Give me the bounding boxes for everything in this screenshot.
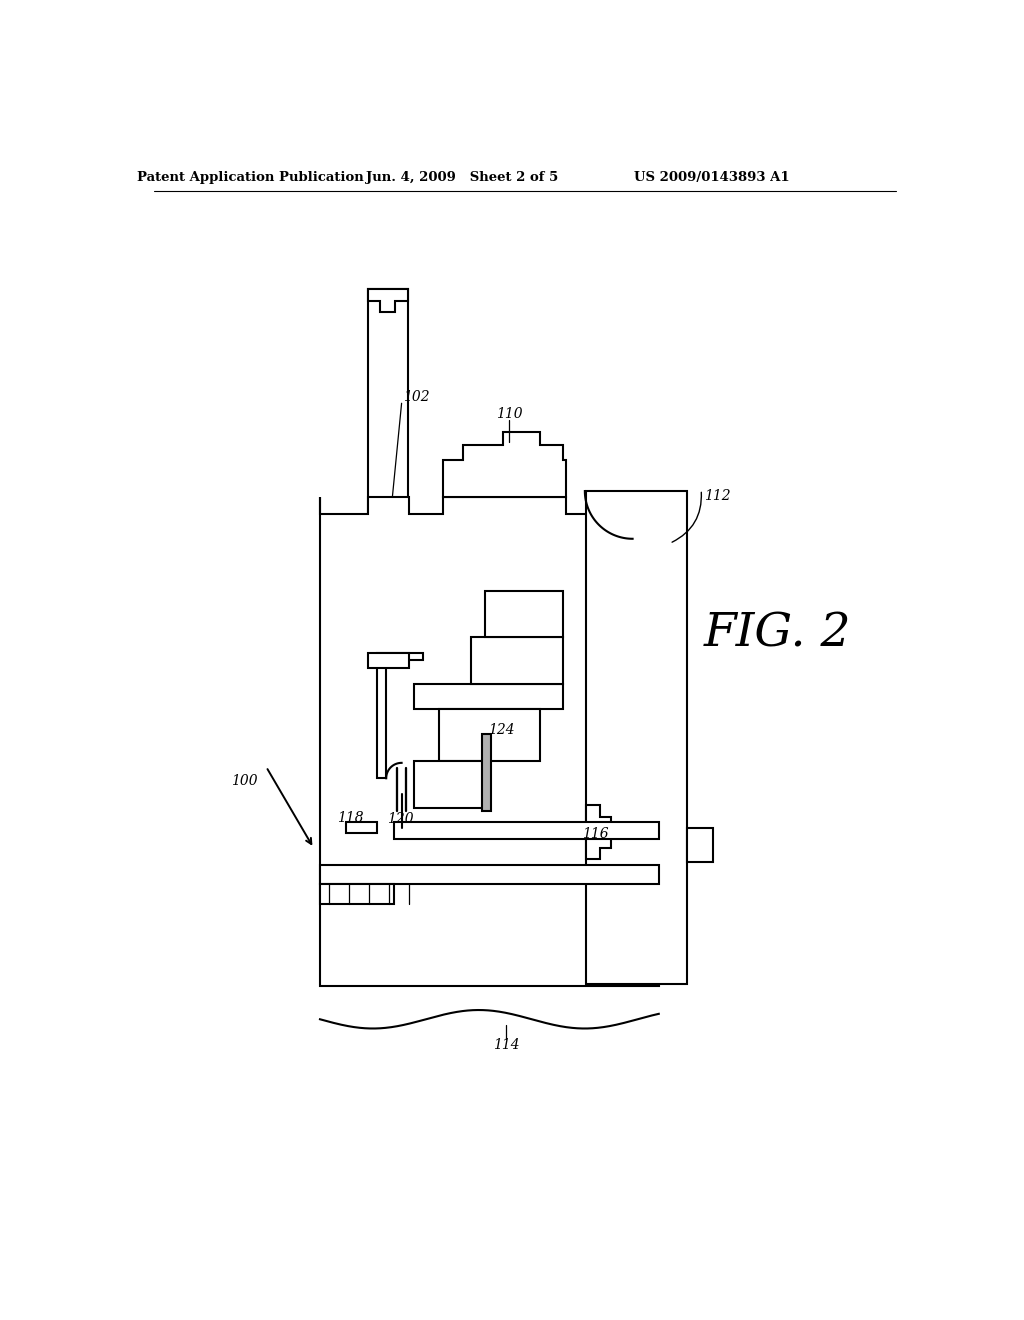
Text: 110: 110 <box>496 407 522 421</box>
Text: 116: 116 <box>582 828 608 841</box>
Bar <box>368 289 408 675</box>
Text: 102: 102 <box>403 391 430 404</box>
Text: Jun. 4, 2009   Sheet 2 of 5: Jun. 4, 2009 Sheet 2 of 5 <box>366 172 558 185</box>
Text: 112: 112 <box>705 488 731 503</box>
Polygon shape <box>319 866 658 884</box>
Bar <box>587 491 686 983</box>
Polygon shape <box>443 432 565 498</box>
Polygon shape <box>414 684 563 709</box>
Polygon shape <box>484 591 563 638</box>
Text: 118: 118 <box>338 810 365 825</box>
Text: Patent Application Publication: Patent Application Publication <box>136 172 364 185</box>
Polygon shape <box>368 289 408 313</box>
Polygon shape <box>414 760 483 808</box>
Polygon shape <box>368 653 410 668</box>
Polygon shape <box>471 638 563 684</box>
Text: 114: 114 <box>493 1039 519 1052</box>
Text: 124: 124 <box>487 723 514 737</box>
Polygon shape <box>482 734 490 812</box>
Bar <box>686 829 713 862</box>
Polygon shape <box>394 822 658 840</box>
Polygon shape <box>319 884 394 904</box>
Polygon shape <box>319 498 658 986</box>
Polygon shape <box>587 805 611 859</box>
Text: US 2009/0143893 A1: US 2009/0143893 A1 <box>634 172 790 185</box>
Polygon shape <box>438 709 541 760</box>
Text: 120: 120 <box>387 812 414 826</box>
Text: 122: 122 <box>412 789 438 803</box>
Text: FIG. 2: FIG. 2 <box>703 611 851 657</box>
Polygon shape <box>377 653 423 779</box>
Text: 100: 100 <box>231 774 258 788</box>
Polygon shape <box>346 822 377 833</box>
